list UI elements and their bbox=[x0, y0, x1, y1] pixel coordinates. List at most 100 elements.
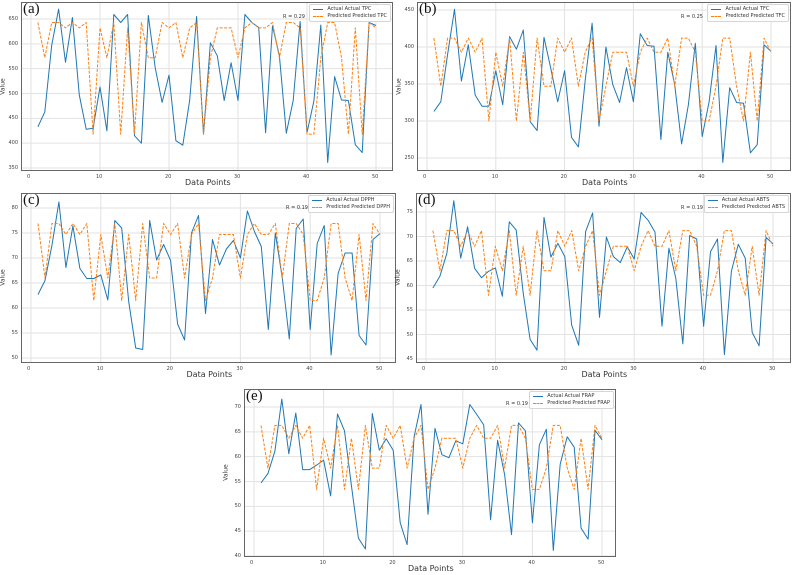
x-axis-label: Data Points bbox=[581, 370, 628, 379]
axes-frame bbox=[21, 2, 393, 171]
legend: Actual Actual TPC Predicted Predicted TPC bbox=[309, 4, 391, 22]
actual-series-line bbox=[433, 8, 772, 163]
x-tick-label: 20 bbox=[560, 174, 567, 180]
panel-label: (d) bbox=[418, 192, 436, 208]
solid-line-swatch-icon bbox=[533, 396, 544, 397]
x-axis-label: Data Points bbox=[186, 370, 233, 379]
legend: Actual Actual ABTS Predicted Predicted AB… bbox=[703, 195, 789, 213]
legend-label: Predicted Predicted ABTS bbox=[721, 204, 785, 210]
legend-label: Actual Actual ABTS bbox=[721, 197, 770, 203]
legend-label: Predicted Predicted DPPH bbox=[326, 204, 390, 210]
y-tick-label: 45 bbox=[234, 528, 241, 535]
x-tick-label: 0 bbox=[422, 366, 426, 372]
panel-c: 0 10 20 30 40 50 50 55 60 65 70 75 80 (c) Data Points V… bbox=[0, 192, 396, 379]
y-tick-label: 70 bbox=[406, 233, 413, 240]
legend-label: Predicted Predicted TPC bbox=[327, 13, 387, 19]
y-tick-label: 55 bbox=[234, 478, 241, 485]
axes-frame bbox=[416, 193, 791, 363]
x-tick-label: 50 bbox=[767, 174, 774, 180]
y-tick-label: 350 bbox=[8, 165, 18, 171]
x-tick-label: 20 bbox=[560, 366, 568, 372]
y-tick-label: 60 bbox=[406, 282, 413, 289]
legend-label: Actual Actual TPC bbox=[327, 6, 372, 12]
x-axis-label: Data Points bbox=[582, 178, 628, 187]
y-tick-label: 55 bbox=[406, 307, 413, 313]
dashed-line-swatch-icon bbox=[312, 207, 323, 208]
y-tick-label: 450 bbox=[404, 7, 414, 13]
panel-label: (c) bbox=[23, 192, 40, 208]
dashed-line-swatch-icon bbox=[711, 16, 722, 17]
legend-item-actual: Actual Actual TFC bbox=[711, 6, 785, 13]
panel-a: 0 10 20 30 40 50 350 400 450 500 550 600 650 (a) Data … bbox=[0, 1, 393, 187]
y-tick-label: 65 bbox=[234, 428, 241, 435]
y-axis-label: Value bbox=[395, 77, 403, 95]
y-tick-label: 55 bbox=[11, 330, 18, 336]
predicted-series-line bbox=[37, 223, 381, 301]
dashed-line-swatch-icon bbox=[533, 403, 544, 404]
y-axis-label: Value bbox=[0, 77, 7, 95]
y-axis-label: Value bbox=[222, 464, 230, 481]
y-tick-label: 75 bbox=[406, 209, 413, 215]
x-tick-label: 10 bbox=[96, 174, 103, 180]
legend-item-actual: Actual Actual FRAP bbox=[533, 393, 610, 400]
solid-line-swatch-icon bbox=[711, 9, 722, 10]
x-tick-label: 30 bbox=[769, 366, 776, 372]
y-tick-label: 250 bbox=[404, 155, 414, 161]
y-tick-label: 450 bbox=[8, 115, 18, 122]
axes-frame bbox=[21, 193, 396, 363]
panel-label: (b) bbox=[419, 1, 437, 17]
axes-frame bbox=[417, 2, 791, 171]
predicted-series-line bbox=[37, 22, 377, 135]
y-axis-label: Value bbox=[394, 269, 402, 286]
y-tick-label: 45 bbox=[406, 356, 413, 362]
solid-line-swatch-icon bbox=[312, 200, 323, 201]
x-tick-label: 20 bbox=[166, 366, 173, 372]
plot-area bbox=[416, 193, 791, 363]
y-tick-label: 500 bbox=[8, 90, 18, 97]
x-tick-label: 30 bbox=[458, 560, 466, 566]
x-tick-label: 30 bbox=[234, 174, 241, 180]
actual-series-line bbox=[37, 8, 377, 163]
legend-item-actual: Actual Actual TPC bbox=[313, 6, 387, 13]
x-tick-label: 40 bbox=[306, 366, 313, 372]
legend-label: Actual Actual DPPH bbox=[326, 197, 375, 203]
gridlines bbox=[417, 2, 791, 171]
panel-b: 0 10 20 30 40 50 250 300 350 400 450 (b) Data Points… bbox=[396, 1, 791, 187]
legend-item-predicted: Predicted Predicted TPC bbox=[313, 13, 387, 20]
legend-item-predicted: Predicted Predicted DPPH bbox=[312, 204, 390, 211]
actual-series-line bbox=[260, 398, 603, 551]
y-tick-label: 550 bbox=[8, 65, 18, 72]
y-tick-label: 65 bbox=[11, 280, 18, 286]
predicted-series-line bbox=[260, 424, 603, 490]
x-tick-label: 40 bbox=[699, 366, 706, 372]
actual-series-line bbox=[37, 201, 381, 356]
x-tick-label: 0 bbox=[27, 174, 31, 180]
y-tick-label: 60 bbox=[234, 453, 241, 460]
legend-label: Predicted Predicted TFC bbox=[725, 13, 785, 19]
panel-label: (a) bbox=[23, 1, 40, 17]
y-tick-label: 80 bbox=[11, 205, 18, 211]
plot-area bbox=[21, 2, 393, 171]
r-annotation: R = 0.29 bbox=[283, 14, 305, 20]
gridlines bbox=[244, 389, 616, 557]
solid-line-swatch-icon bbox=[707, 200, 718, 201]
actual-series-line bbox=[432, 200, 774, 356]
y-tick-label: 65 bbox=[406, 258, 413, 264]
x-tick-label: 0 bbox=[27, 366, 31, 372]
plot-area bbox=[244, 389, 616, 557]
r-annotation: R = 0.25 bbox=[681, 14, 703, 20]
x-tick-label: 20 bbox=[389, 560, 396, 566]
legend: Actual Actual DPPH Predicted Predicted DP… bbox=[308, 195, 394, 213]
legend-label: Predicted Predicted FRAP bbox=[547, 400, 610, 406]
y-tick-label: 50 bbox=[234, 503, 241, 510]
y-tick-label: 75 bbox=[11, 230, 18, 236]
x-tick-label: 0 bbox=[250, 560, 254, 566]
dashed-line-swatch-icon bbox=[313, 16, 324, 17]
dashed-line-swatch-icon bbox=[707, 207, 718, 208]
legend: Actual Actual FRAP Predicted Predicted FR… bbox=[529, 391, 614, 409]
gridlines bbox=[416, 193, 791, 363]
predicted-series-line bbox=[433, 37, 772, 122]
x-tick-label: 50 bbox=[598, 560, 605, 566]
legend-item-actual: Actual Actual DPPH bbox=[312, 197, 390, 204]
x-tick-label: 10 bbox=[319, 560, 326, 566]
